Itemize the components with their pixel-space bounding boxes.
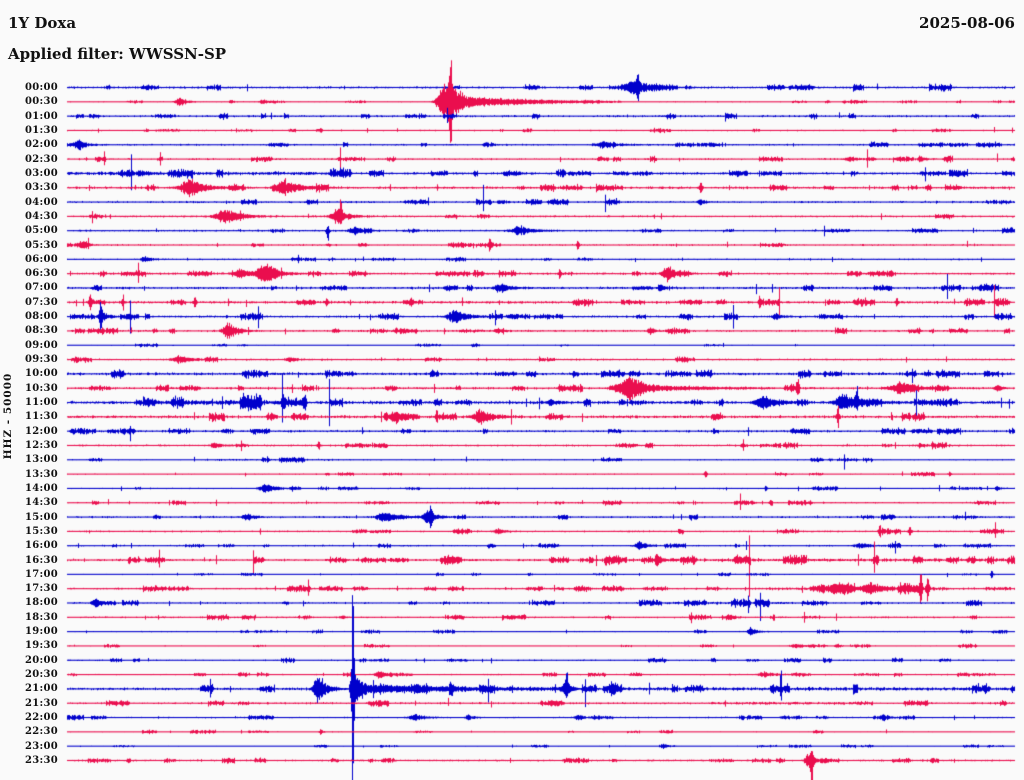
time-label-05:30: 05:30: [24, 239, 58, 251]
time-label-02:30: 02:30: [24, 153, 58, 165]
time-label-23:30: 23:30: [24, 754, 58, 766]
time-label-06:30: 06:30: [24, 268, 58, 280]
time-label-01:00: 01:00: [24, 110, 58, 122]
time-label-10:00: 10:00: [24, 368, 58, 380]
time-label-22:30: 22:30: [24, 726, 58, 738]
time-label-09:30: 09:30: [24, 354, 58, 366]
time-label-11:00: 11:00: [24, 397, 58, 409]
time-label-21:00: 21:00: [24, 683, 58, 695]
time-label-13:00: 13:00: [24, 454, 58, 466]
time-label-09:00: 09:00: [24, 339, 58, 351]
time-label-16:00: 16:00: [24, 540, 58, 552]
time-label-20:00: 20:00: [24, 654, 58, 666]
time-label-04:00: 04:00: [24, 196, 58, 208]
time-label-14:30: 14:30: [24, 497, 58, 509]
time-label-12:30: 12:30: [24, 439, 58, 451]
time-label-23:00: 23:00: [24, 740, 58, 752]
time-label-03:30: 03:30: [24, 182, 58, 194]
time-label-00:30: 00:30: [24, 96, 58, 108]
time-label-22:00: 22:00: [24, 712, 58, 724]
time-label-16:30: 16:30: [24, 554, 58, 566]
time-label-08:30: 08:30: [24, 325, 58, 337]
time-label-12:00: 12:00: [24, 425, 58, 437]
time-label-00:00: 00:00: [24, 82, 58, 93]
time-label-07:30: 07:30: [24, 296, 58, 308]
time-label-19:30: 19:30: [24, 640, 58, 652]
time-label-04:30: 04:30: [24, 210, 58, 222]
time-label-14:00: 14:00: [24, 482, 58, 494]
time-label-13:30: 13:30: [24, 468, 58, 480]
time-label-20:30: 20:30: [24, 669, 58, 681]
time-label-05:00: 05:00: [24, 225, 58, 237]
time-label-03:00: 03:00: [24, 167, 58, 179]
time-label-10:30: 10:30: [24, 382, 58, 394]
time-label-21:30: 21:30: [24, 697, 58, 709]
time-label-08:00: 08:00: [24, 311, 58, 323]
time-label-01:30: 01:30: [24, 124, 58, 136]
time-label-02:00: 02:00: [24, 139, 58, 151]
time-label-18:00: 18:00: [24, 597, 58, 609]
time-label-15:00: 15:00: [24, 511, 58, 523]
time-label-07:00: 07:00: [24, 282, 58, 294]
time-label-06:00: 06:00: [24, 253, 58, 265]
time-label-17:00: 17:00: [24, 568, 58, 580]
time-label-18:30: 18:30: [24, 611, 58, 623]
time-label-17:30: 17:30: [24, 583, 58, 595]
time-label-11:30: 11:30: [24, 411, 58, 423]
time-label-19:00: 19:00: [24, 626, 58, 638]
time-label-15:30: 15:30: [24, 525, 58, 537]
